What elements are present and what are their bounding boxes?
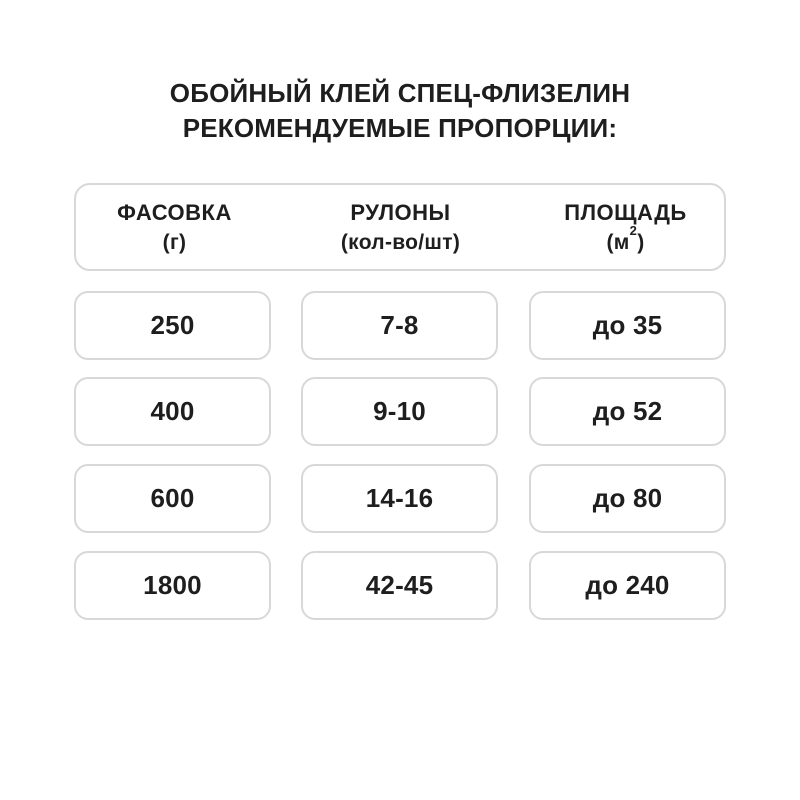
column-header-label: ПЛОЩАДЬ — [564, 199, 687, 225]
table-cell-packaging-600: 600 — [74, 464, 271, 533]
column-header-rulony: РУЛОНЫ (кол-во/шт) — [302, 185, 499, 269]
page-title-line-1: ОБОЙНЫЙ КЛЕЙ СПЕЦ-ФЛИЗЕЛИН — [169, 78, 631, 108]
superscript-2: 2 — [629, 222, 638, 238]
column-header-unit: (м2) — [606, 222, 645, 254]
table-cell-area-80: до 80 — [529, 464, 726, 533]
column-header-fasovka: ФАСОВКА (г) — [76, 185, 273, 269]
table-cell-packaging-250: 250 — [74, 291, 271, 360]
table-cell-area-35: до 35 — [529, 291, 726, 360]
table-cell-rolls-7-8: 7-8 — [301, 291, 498, 360]
column-header-ploshchad: ПЛОЩАДЬ (м2) — [527, 185, 724, 269]
table-cell-rolls-9-10: 9-10 — [301, 377, 498, 446]
table-cell-packaging-1800: 1800 — [74, 551, 271, 620]
table-cell-rolls-42-45: 42-45 — [301, 551, 498, 620]
column-header-label: ФАСОВКА — [117, 199, 232, 225]
table-cell-area-52: до 52 — [529, 377, 726, 446]
table-cell-area-240: до 240 — [529, 551, 726, 620]
table-cell-packaging-400: 400 — [74, 377, 271, 446]
table-header-row: ФАСОВКА (г) РУЛОНЫ (кол-во/шт) ПЛОЩАДЬ (… — [74, 183, 726, 271]
table-cell-rolls-14-16: 14-16 — [301, 464, 498, 533]
page-title-line-2: РЕКОМЕНДУЕМЫЕ ПРОПОРЦИИ: — [182, 113, 618, 143]
column-header-label: РУЛОНЫ — [350, 199, 451, 225]
column-header-unit: (кол-во/шт) — [340, 230, 461, 254]
column-header-unit: (г) — [162, 230, 187, 254]
page-title: ОБОЙНЫЙ КЛЕЙ СПЕЦ-ФЛИЗЕЛИН РЕКОМЕНДУЕМЫЕ… — [0, 76, 800, 146]
